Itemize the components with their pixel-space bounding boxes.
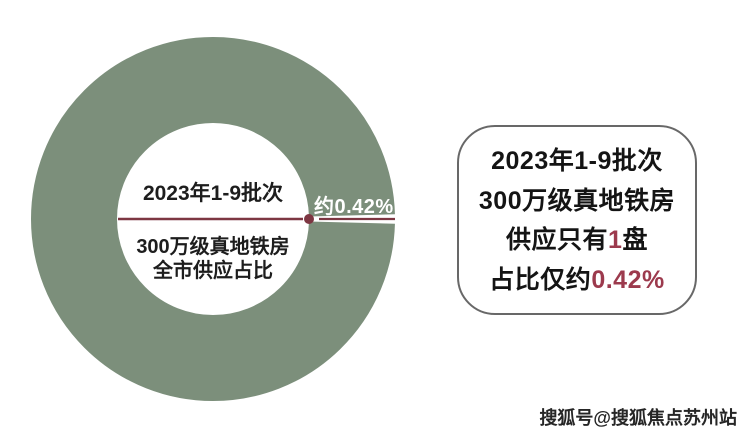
- donut-chart: 2023年1-9批次 300万级真地铁房 全市供应占比 约0.42%: [31, 37, 395, 401]
- callout-ratio-highlight: 0.42%: [591, 265, 665, 294]
- donut-ring: [31, 37, 395, 401]
- donut-center-sub2: 全市供应占比: [153, 260, 273, 282]
- callout-line-batch: 2023年1-9批次: [491, 147, 663, 176]
- leader-dot: [304, 214, 314, 224]
- donut-ring-svg: [31, 37, 395, 401]
- donut-center-sub1: 300万级真地铁房: [136, 236, 290, 258]
- callout-supply-suffix: 盘: [622, 226, 648, 255]
- summary-callout-box: 2023年1-9批次 300万级真地铁房 供应只有1盘 占比仅约0.42%: [457, 125, 697, 315]
- slice-percentage-label: 约0.42%: [314, 196, 394, 218]
- donut-center-title: 2023年1-9批次: [142, 182, 284, 205]
- callout-supply-highlight: 1: [608, 226, 623, 255]
- callout-supply-prefix: 供应只有: [506, 226, 609, 255]
- callout-line-ratio: 占比仅约0.42%: [489, 265, 665, 294]
- callout-line-category: 300万级真地铁房: [478, 186, 676, 215]
- callout-line-supply: 供应只有1盘: [506, 228, 648, 253]
- watermark-sohu: 搜狐号@搜狐焦点苏州站: [539, 408, 737, 428]
- callout-ratio-prefix: 占比仅约: [489, 265, 592, 294]
